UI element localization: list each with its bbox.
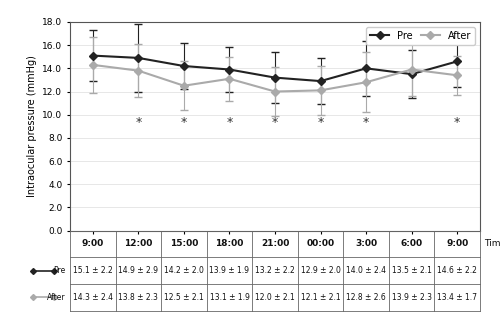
Text: Pre: Pre [54, 266, 66, 275]
Text: 9:00: 9:00 [446, 240, 468, 248]
Text: 14.9 ± 2.9: 14.9 ± 2.9 [118, 266, 158, 275]
Text: 13.9 ± 1.9: 13.9 ± 1.9 [210, 266, 250, 275]
Text: 14.2 ± 2.0: 14.2 ± 2.0 [164, 266, 204, 275]
Text: 3:00: 3:00 [355, 240, 377, 248]
Text: 12.5 ± 2.1: 12.5 ± 2.1 [164, 293, 204, 302]
Text: 6:00: 6:00 [400, 240, 422, 248]
Text: 12.8 ± 2.6: 12.8 ± 2.6 [346, 293, 386, 302]
Text: 12.0 ± 2.1: 12.0 ± 2.1 [255, 293, 295, 302]
Text: 21:00: 21:00 [261, 240, 289, 248]
Text: *: * [181, 116, 187, 129]
Text: 12.9 ± 2.0: 12.9 ± 2.0 [300, 266, 341, 275]
Text: *: * [454, 116, 460, 129]
Text: 13.5 ± 2.1: 13.5 ± 2.1 [392, 266, 432, 275]
Text: 14.3 ± 2.4: 14.3 ± 2.4 [73, 293, 113, 302]
Legend: Pre, After: Pre, After [366, 27, 475, 45]
Text: 13.9 ± 2.3: 13.9 ± 2.3 [392, 293, 432, 302]
Text: *: * [318, 116, 324, 129]
Text: 15:00: 15:00 [170, 240, 198, 248]
Text: 14.0 ± 2.4: 14.0 ± 2.4 [346, 266, 386, 275]
Text: Time: Time [484, 240, 500, 248]
Text: *: * [226, 116, 232, 129]
Text: 13.4 ± 1.7: 13.4 ± 1.7 [437, 293, 477, 302]
Text: *: * [135, 116, 141, 129]
Text: 14.6 ± 2.2: 14.6 ± 2.2 [438, 266, 477, 275]
Text: 13.1 ± 1.9: 13.1 ± 1.9 [210, 293, 250, 302]
Text: 13.8 ± 2.3: 13.8 ± 2.3 [118, 293, 158, 302]
Text: 00:00: 00:00 [306, 240, 334, 248]
Text: 18:00: 18:00 [216, 240, 244, 248]
Text: 9:00: 9:00 [82, 240, 104, 248]
Text: 15.1 ± 2.2: 15.1 ± 2.2 [73, 266, 112, 275]
Text: After: After [48, 293, 66, 302]
Text: *: * [363, 116, 369, 129]
Y-axis label: Intraocular pressure (mmHg): Intraocular pressure (mmHg) [26, 55, 36, 197]
Text: 12.1 ± 2.1: 12.1 ± 2.1 [300, 293, 341, 302]
Text: 13.2 ± 2.2: 13.2 ± 2.2 [255, 266, 295, 275]
Text: *: * [272, 116, 278, 129]
Text: 12:00: 12:00 [124, 240, 152, 248]
